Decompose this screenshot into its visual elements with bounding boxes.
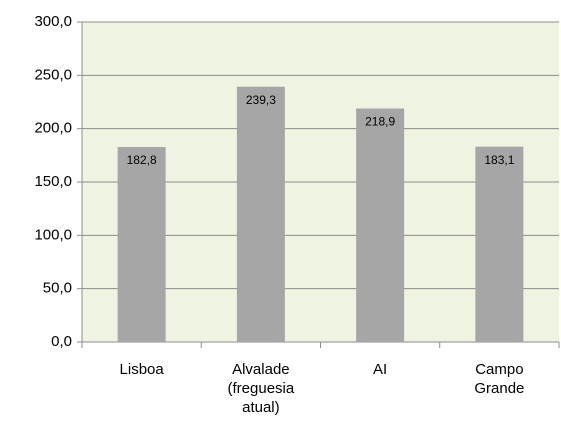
- x-tick-label: Lisboa: [119, 361, 164, 378]
- y-tick-label: 250,0: [34, 66, 72, 83]
- bar: [356, 108, 405, 342]
- x-tick-label: AI: [373, 361, 388, 378]
- data-label: 183,1: [484, 153, 514, 167]
- bar: [236, 86, 285, 342]
- x-tick-label: Campo Grande: [474, 361, 525, 397]
- data-label: 182,8: [127, 153, 157, 167]
- y-tick-label: 300,0: [34, 13, 72, 30]
- bar: [475, 146, 524, 342]
- y-tick-label: 50,0: [43, 280, 72, 297]
- bar: [117, 147, 166, 342]
- y-tick-label: 150,0: [34, 173, 72, 190]
- y-tick-label: 200,0: [34, 120, 72, 137]
- data-label: 239,3: [246, 93, 276, 107]
- data-label: 218,9: [365, 115, 395, 129]
- y-tick-label: 0,0: [51, 333, 72, 350]
- y-tick-label: 100,0: [34, 226, 72, 243]
- x-tick-label: Alvalade (freguesia atual): [227, 361, 295, 416]
